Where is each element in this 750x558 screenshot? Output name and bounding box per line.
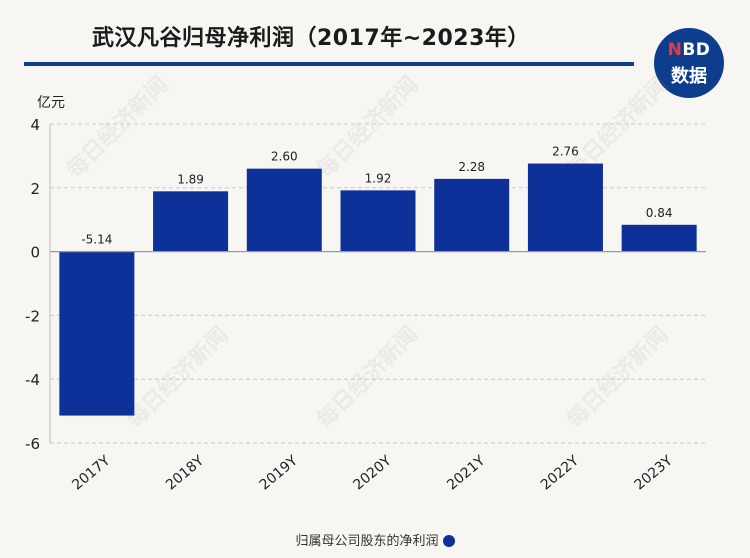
legend: 归属母公司股东的净利润 bbox=[0, 530, 750, 550]
x-tick-label: 2019Y bbox=[257, 453, 301, 494]
data-label: 1.89 bbox=[177, 172, 204, 186]
bar bbox=[59, 251, 135, 416]
data-label: 2.28 bbox=[458, 160, 485, 174]
title-underline bbox=[24, 62, 634, 66]
bar bbox=[153, 191, 229, 252]
bar bbox=[246, 168, 322, 252]
bar bbox=[340, 190, 416, 252]
y-tick-label: 4 bbox=[30, 116, 40, 134]
data-label: 0.84 bbox=[646, 206, 673, 220]
logo-bd: BD bbox=[682, 40, 711, 60]
x-tick-label: 2018Y bbox=[163, 453, 207, 494]
nbd-logo: NBD 数据 bbox=[654, 28, 724, 98]
data-label: 1.92 bbox=[365, 171, 392, 185]
legend-label: 归属母公司股东的净利润 bbox=[295, 534, 439, 549]
data-label: -5.14 bbox=[81, 233, 112, 247]
data-label: 2.60 bbox=[271, 150, 298, 164]
y-axis-unit: 亿元 bbox=[37, 95, 65, 111]
logo-data: 数据 bbox=[671, 66, 707, 87]
y-tick-label: -4 bbox=[25, 371, 40, 389]
data-label: 2.76 bbox=[552, 145, 579, 159]
chart-title: 武汉凡谷归母净利润（2017年~2023年） bbox=[92, 26, 530, 51]
y-tick-label: -6 bbox=[25, 435, 40, 453]
x-tick-label: 2021Y bbox=[444, 453, 488, 494]
bar bbox=[434, 178, 510, 252]
y-tick-label: -2 bbox=[25, 307, 40, 325]
x-tick-label: 2017Y bbox=[69, 453, 113, 494]
x-tick-label: 2020Y bbox=[350, 453, 394, 494]
legend-swatch bbox=[442, 535, 455, 547]
y-tick-label: 0 bbox=[30, 244, 40, 262]
logo-n: N bbox=[667, 40, 683, 60]
bar bbox=[527, 163, 603, 252]
x-tick-label: 2022Y bbox=[538, 453, 582, 494]
x-tick-label: 2023Y bbox=[632, 453, 676, 494]
y-tick-label: 2 bbox=[30, 180, 40, 198]
bar bbox=[621, 224, 697, 252]
